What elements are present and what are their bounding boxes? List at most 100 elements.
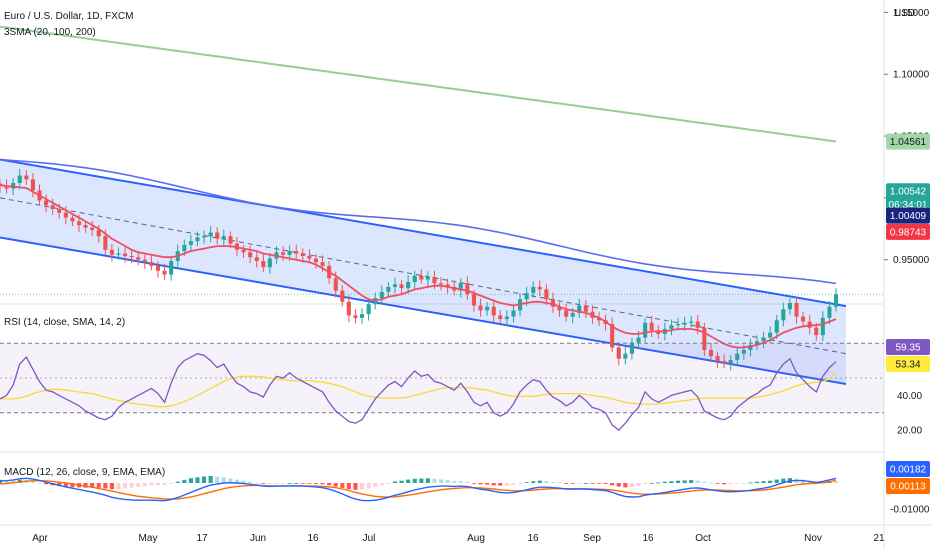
candle[interactable] (215, 227, 220, 245)
candle[interactable] (169, 256, 174, 281)
candle[interactable] (531, 281, 536, 298)
candle[interactable] (419, 269, 424, 284)
candle[interactable] (83, 220, 88, 233)
candle[interactable] (50, 198, 55, 215)
candle[interactable] (702, 322, 707, 356)
candle[interactable] (643, 318, 648, 343)
price-pane[interactable] (0, 25, 884, 385)
candle[interactable] (340, 285, 345, 307)
candle[interactable] (44, 194, 49, 212)
candle[interactable] (379, 285, 384, 305)
candle[interactable] (511, 304, 516, 323)
candle[interactable] (801, 312, 806, 327)
candle[interactable] (24, 170, 29, 185)
candle[interactable] (722, 354, 727, 369)
candle[interactable] (386, 282, 391, 297)
candle[interactable] (281, 246, 286, 262)
candle[interactable] (123, 247, 128, 263)
candle[interactable] (360, 308, 365, 324)
candle[interactable] (254, 252, 259, 268)
candle[interactable] (781, 302, 786, 327)
candle[interactable] (478, 298, 483, 317)
candle[interactable] (557, 302, 562, 317)
candle[interactable] (406, 275, 411, 294)
regression-channel-lower[interactable] (0, 236, 847, 385)
macd-line[interactable] (0, 477, 837, 502)
candle[interactable] (544, 284, 549, 305)
rsi-ma-line[interactable] (0, 371, 837, 408)
candle[interactable] (787, 298, 792, 315)
candle[interactable] (221, 229, 226, 246)
candle[interactable] (610, 317, 615, 352)
candle[interactable] (313, 253, 318, 269)
candle[interactable] (366, 297, 371, 321)
candle[interactable] (735, 347, 740, 366)
macd-pane[interactable] (0, 476, 839, 502)
candle[interactable] (629, 337, 634, 360)
candle[interactable] (827, 301, 832, 325)
candle[interactable] (537, 280, 542, 297)
candle[interactable] (149, 255, 154, 271)
candle[interactable] (708, 343, 713, 362)
candle[interactable] (307, 249, 312, 264)
candle[interactable] (748, 338, 753, 357)
candle[interactable] (465, 276, 470, 300)
candle[interactable] (116, 247, 121, 260)
candle[interactable] (491, 299, 496, 323)
candle[interactable] (564, 303, 569, 322)
candle[interactable] (109, 244, 114, 262)
candle[interactable] (458, 277, 463, 298)
rsi-line[interactable] (0, 353, 837, 431)
rsi-legend[interactable]: RSI (14, close, SMA, 14, 2) (4, 317, 125, 328)
candle[interactable] (834, 288, 839, 312)
regression-channel-upper[interactable] (0, 158, 847, 308)
candle[interactable] (761, 331, 766, 349)
candle[interactable] (248, 245, 253, 264)
candle[interactable] (715, 351, 720, 368)
sma-indicator-legend[interactable]: 3SMA (20, 100, 200) (4, 27, 96, 38)
candle[interactable] (30, 173, 35, 198)
rsi-axis[interactable]: 40.00 20.00 (897, 391, 922, 437)
candle[interactable] (162, 264, 167, 281)
candle[interactable] (485, 302, 490, 316)
candle[interactable] (208, 226, 213, 243)
candle[interactable] (90, 220, 95, 237)
candle[interactable] (649, 316, 654, 337)
sma20-line[interactable] (0, 184, 837, 349)
symbol-title[interactable]: Euro / U.S. Dollar, 1D, FXCM (4, 11, 133, 22)
candle[interactable] (794, 296, 799, 324)
candle[interactable] (623, 347, 628, 365)
candle[interactable] (63, 206, 68, 225)
candle[interactable] (294, 244, 299, 259)
candle[interactable] (267, 252, 272, 274)
macd-signal-line[interactable] (0, 479, 837, 500)
sma100-line[interactable] (0, 158, 837, 285)
candle[interactable] (583, 299, 588, 319)
candle[interactable] (412, 270, 417, 289)
candle[interactable] (498, 310, 503, 324)
rsi-pane[interactable] (0, 342, 884, 431)
candle[interactable] (195, 231, 200, 247)
candle[interactable] (399, 280, 404, 295)
candle[interactable] (425, 271, 430, 287)
candle[interactable] (346, 295, 351, 323)
candle[interactable] (774, 314, 779, 340)
candle[interactable] (129, 250, 134, 264)
candle[interactable] (616, 342, 621, 366)
candle[interactable] (392, 277, 397, 294)
candle[interactable] (439, 277, 444, 291)
candle[interactable] (669, 319, 674, 336)
candle[interactable] (261, 254, 266, 272)
macd-legend[interactable]: MACD (12, 26, close, 9, EMA, EMA) (4, 467, 165, 478)
candle[interactable] (202, 230, 207, 244)
macd-axis[interactable]: -0.01000 (890, 505, 930, 516)
candle[interactable] (142, 254, 147, 269)
candle[interactable] (353, 309, 358, 324)
candle[interactable] (689, 315, 694, 328)
candle[interactable] (577, 298, 582, 318)
candle[interactable] (96, 224, 101, 243)
candle[interactable] (820, 311, 825, 342)
macd-histogram[interactable] (0, 476, 839, 490)
candle[interactable] (17, 168, 22, 190)
